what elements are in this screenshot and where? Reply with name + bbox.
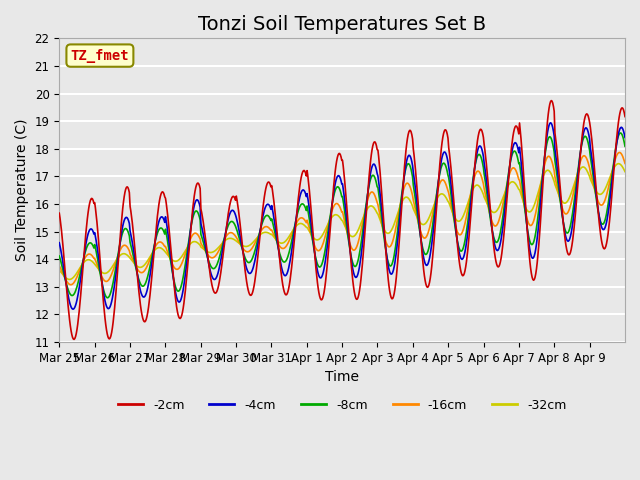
- Y-axis label: Soil Temperature (C): Soil Temperature (C): [15, 119, 29, 262]
- Text: TZ_fmet: TZ_fmet: [70, 48, 129, 62]
- Title: Tonzi Soil Temperatures Set B: Tonzi Soil Temperatures Set B: [198, 15, 486, 34]
- X-axis label: Time: Time: [325, 370, 359, 384]
- Legend: -2cm, -4cm, -8cm, -16cm, -32cm: -2cm, -4cm, -8cm, -16cm, -32cm: [113, 394, 572, 417]
